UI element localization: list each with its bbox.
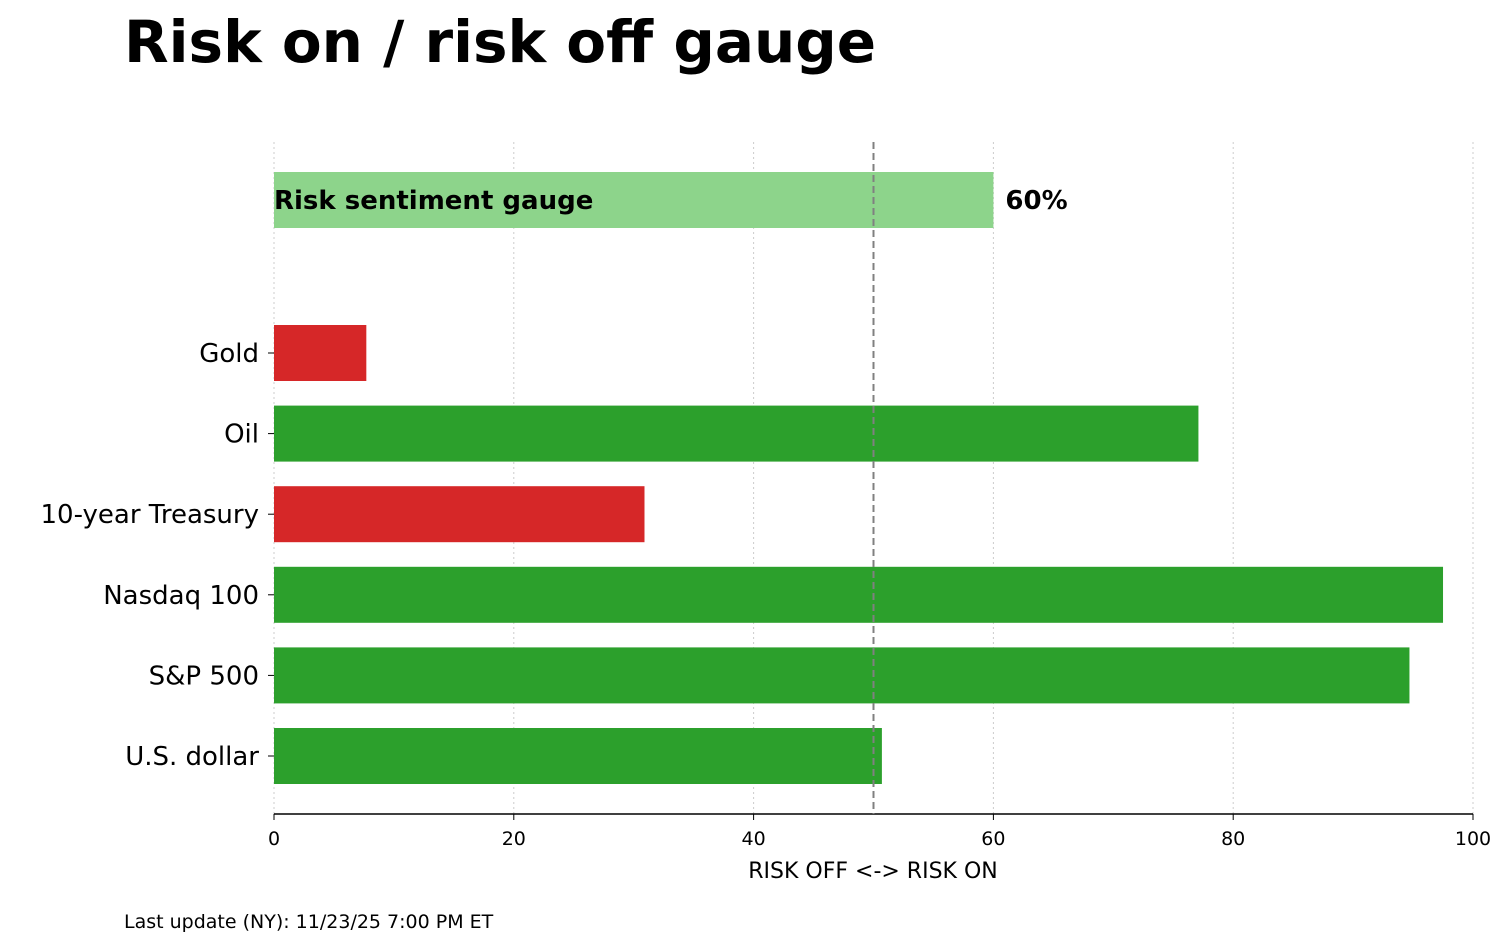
x-tick-label: 100 bbox=[1455, 828, 1491, 850]
bar bbox=[274, 728, 882, 784]
y-tick-label: Oil bbox=[224, 420, 259, 450]
y-tick-label: S&P 500 bbox=[149, 661, 259, 691]
gauge-label: Risk sentiment gauge bbox=[274, 186, 593, 216]
y-tick-label: U.S. dollar bbox=[125, 742, 259, 772]
bar bbox=[274, 647, 1410, 704]
bar bbox=[274, 566, 1444, 623]
chart-title: Risk on / risk off gauge bbox=[124, 8, 876, 76]
footnote: Last update (NY): 11/23/25 7:00 PM ET bbox=[124, 911, 494, 933]
y-tick-label: Nasdaq 100 bbox=[103, 581, 259, 611]
bar bbox=[274, 486, 645, 543]
gauge-value-label: 60% bbox=[1005, 186, 1067, 216]
x-tick-label: 0 bbox=[268, 828, 280, 850]
bar bbox=[274, 325, 367, 381]
x-tick-label: 80 bbox=[1221, 828, 1245, 850]
x-tick-label: 40 bbox=[742, 828, 766, 850]
x-tick-label: 60 bbox=[981, 828, 1005, 850]
bar bbox=[274, 405, 1199, 462]
x-axis-label: RISK OFF <-> RISK ON bbox=[748, 859, 998, 884]
y-tick-label: 10-year Treasury bbox=[41, 500, 260, 530]
x-tick-label: 20 bbox=[502, 828, 526, 850]
y-tick-label: Gold bbox=[199, 339, 259, 369]
